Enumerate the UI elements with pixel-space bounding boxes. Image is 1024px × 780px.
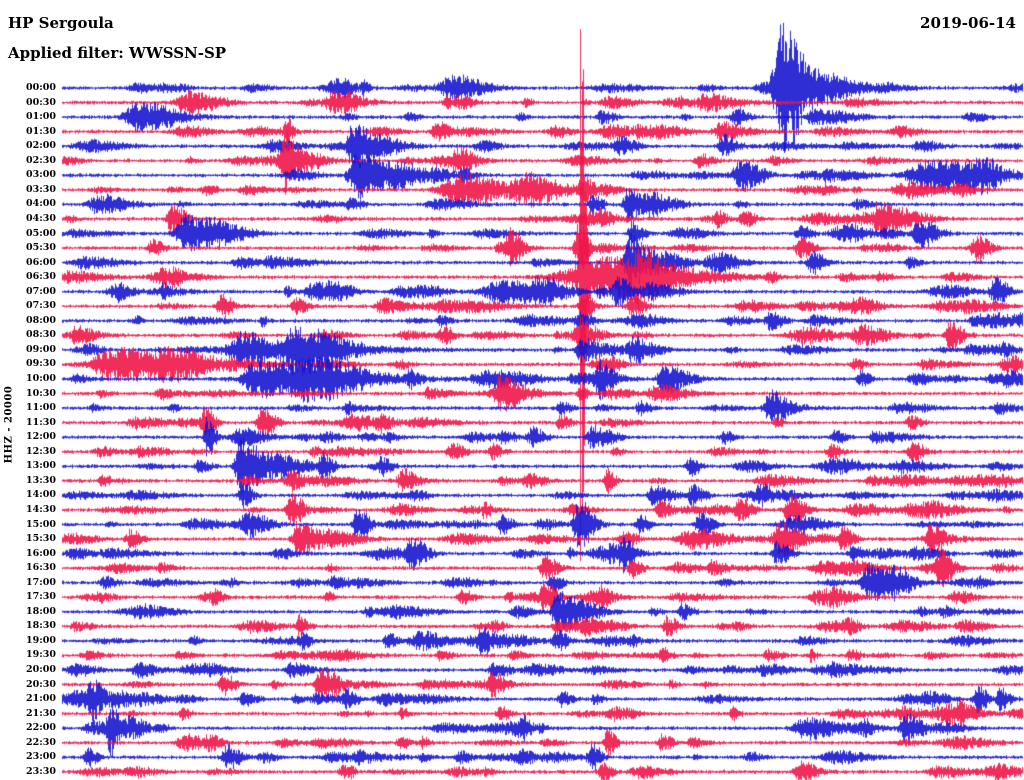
time-label: 07:30 bbox=[26, 300, 56, 312]
time-label: 15:00 bbox=[26, 518, 56, 530]
time-label: 08:00 bbox=[26, 314, 56, 326]
time-label: 14:00 bbox=[26, 489, 56, 501]
time-label: 22:30 bbox=[26, 736, 56, 748]
time-label: 12:30 bbox=[26, 445, 56, 457]
time-label: 00:30 bbox=[26, 96, 56, 108]
record-date: 2019-06-14 bbox=[920, 14, 1016, 32]
time-label: 05:30 bbox=[26, 242, 56, 254]
time-label: 23:30 bbox=[26, 765, 56, 777]
time-label: 23:00 bbox=[26, 751, 56, 763]
filter-label: Applied filter: WWSSN-SP bbox=[8, 44, 227, 62]
time-label: 03:30 bbox=[26, 183, 56, 195]
time-label: 06:30 bbox=[26, 271, 56, 283]
time-label: 02:30 bbox=[26, 154, 56, 166]
time-label: 06:00 bbox=[26, 256, 56, 268]
time-label: 19:00 bbox=[26, 634, 56, 646]
time-label: 20:30 bbox=[26, 678, 56, 690]
time-label: 01:00 bbox=[26, 111, 56, 123]
time-labels: 00:00 00:30 01:00 01:30 02:00 02:30 03:00 03:30… bbox=[0, 0, 58, 780]
time-label: 13:00 bbox=[26, 460, 56, 472]
time-label: 21:30 bbox=[26, 707, 56, 719]
time-label: 13:30 bbox=[26, 474, 56, 486]
time-label: 11:00 bbox=[26, 402, 56, 414]
time-label: 17:00 bbox=[26, 576, 56, 588]
time-label: 16:30 bbox=[26, 562, 56, 574]
time-label: 18:30 bbox=[26, 620, 56, 632]
time-label: 03:00 bbox=[26, 169, 56, 181]
time-label: 17:30 bbox=[26, 591, 56, 603]
time-label: 08:30 bbox=[26, 329, 56, 341]
time-label: 14:30 bbox=[26, 503, 56, 515]
time-label: 22:00 bbox=[26, 722, 56, 734]
time-label: 15:30 bbox=[26, 533, 56, 545]
time-label: 18:00 bbox=[26, 605, 56, 617]
time-label: 11:30 bbox=[26, 416, 56, 428]
time-label: 12:00 bbox=[26, 431, 56, 443]
time-label: 21:00 bbox=[26, 693, 56, 705]
time-label: 09:00 bbox=[26, 343, 56, 355]
time-label: 20:00 bbox=[26, 664, 56, 675]
time-label: 19:30 bbox=[26, 649, 56, 661]
time-label: 01:30 bbox=[26, 125, 56, 137]
time-label: 07:00 bbox=[26, 285, 56, 297]
time-label: 02:00 bbox=[26, 140, 56, 152]
time-label: 04:00 bbox=[26, 198, 56, 210]
time-label: 10:30 bbox=[26, 387, 56, 399]
time-label: 04:30 bbox=[26, 212, 56, 224]
time-label: 10:00 bbox=[26, 373, 56, 384]
time-label: 00:00 bbox=[26, 82, 56, 93]
time-label: 16:00 bbox=[26, 547, 56, 559]
time-label: 05:00 bbox=[26, 227, 56, 239]
time-label: 09:30 bbox=[26, 358, 56, 370]
station-name: HP Sergoula bbox=[8, 14, 114, 32]
